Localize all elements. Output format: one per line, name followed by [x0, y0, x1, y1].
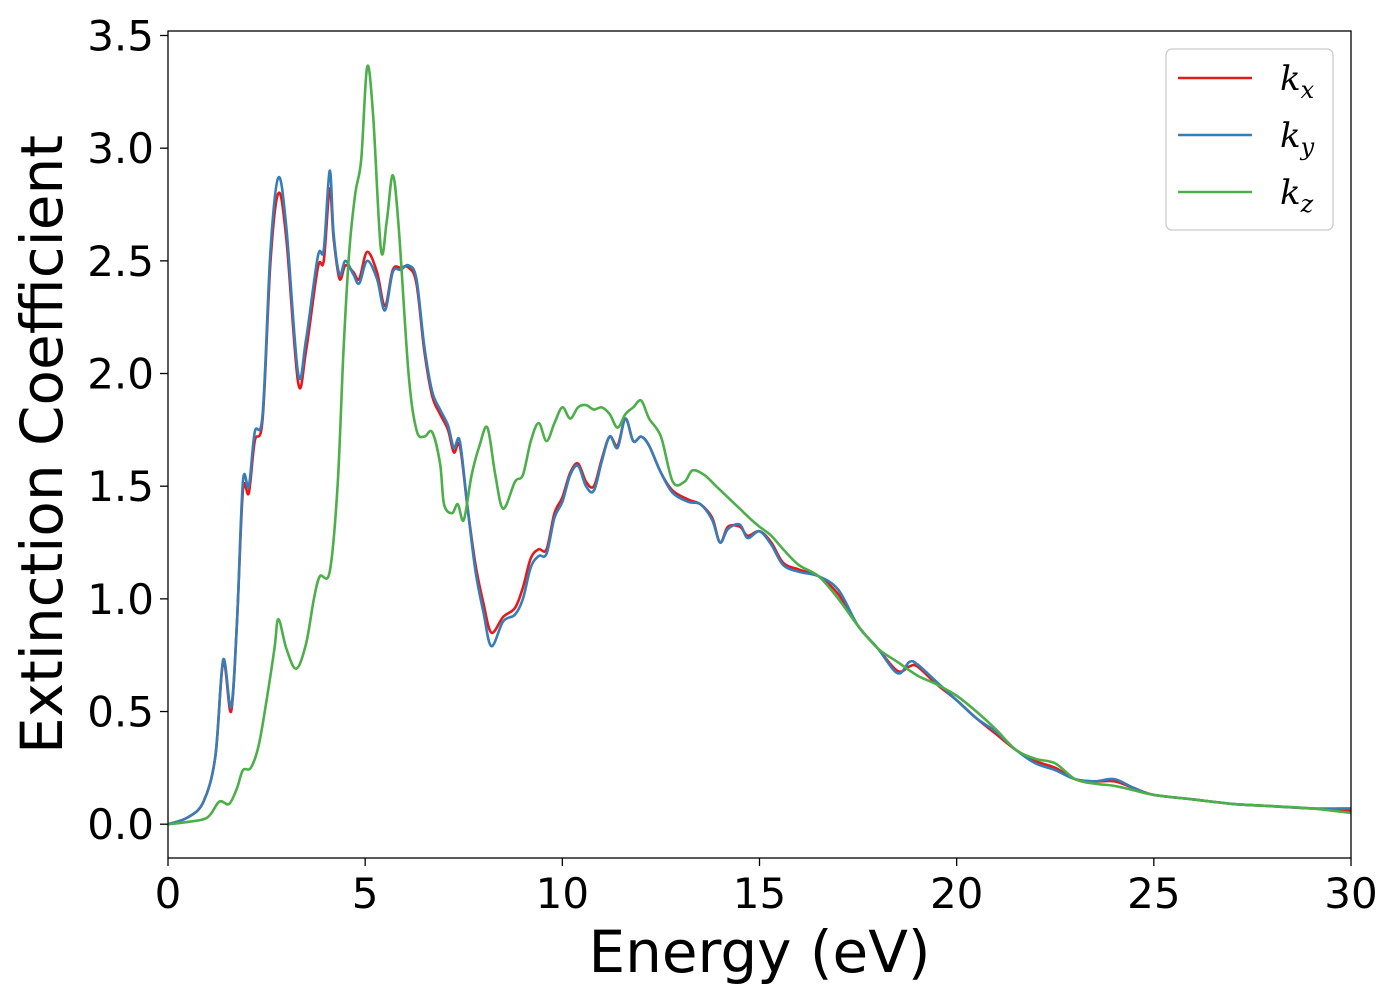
y-tick-label: 2.0 [87, 350, 154, 399]
y-axis-title: Extinction Coefficient [8, 135, 76, 754]
y-tick-label: 3.0 [87, 124, 154, 173]
x-tick-label: 10 [536, 869, 589, 918]
y-tick-label: 1.5 [87, 462, 154, 511]
x-tick-label: 15 [733, 869, 786, 918]
series-line-y [167, 169, 1352, 826]
y-tick-label: 0.5 [87, 688, 154, 737]
legend-box [1165, 48, 1334, 231]
series-line-z [167, 64, 1352, 826]
series-layer [167, 64, 1352, 826]
x-axis-title: Energy (eV) [588, 918, 930, 986]
y-tick-label: 2.5 [87, 237, 154, 286]
y-axis: 0.0 0.5 1.0 1.5 2.0 2.5 3.0 3.5 [87, 12, 168, 849]
y-tick-label: 0.0 [87, 800, 154, 849]
legend-label-y: ky [1280, 116, 1315, 161]
x-tick-label: 0 [155, 869, 182, 918]
x-tick-label: 30 [1324, 869, 1377, 918]
x-tick-label: 5 [352, 869, 379, 918]
legend-label-z: kz [1280, 173, 1314, 218]
x-axis: 0 5 10 15 20 25 30 [155, 858, 1378, 918]
y-tick-label: 3.5 [87, 12, 154, 61]
x-tick-label: 25 [1127, 869, 1180, 918]
legend: kx ky kz [1165, 48, 1334, 231]
y-tick-label: 1.0 [87, 575, 154, 624]
legend-label-x: kx [1280, 59, 1315, 104]
x-tick-label: 20 [930, 869, 983, 918]
